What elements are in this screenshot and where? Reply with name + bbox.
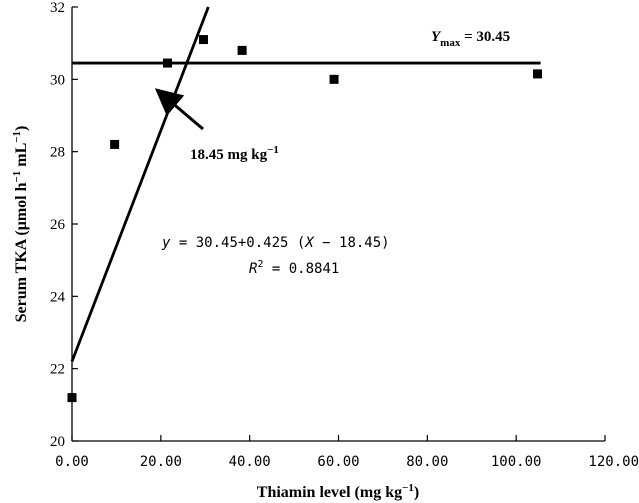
x-tick-label: 0.00 xyxy=(55,454,89,470)
x-axis-title-sup: −1 xyxy=(402,482,414,494)
y-axis-title-mid: mL xyxy=(13,143,30,171)
data-point xyxy=(329,74,339,84)
data-point xyxy=(110,139,120,149)
data-point xyxy=(162,58,172,68)
ymax-subscript: max xyxy=(440,37,461,49)
eq-body: = 30.45+0.425 ( xyxy=(170,235,305,251)
data-point xyxy=(237,45,247,55)
breakpoint-arrow xyxy=(154,88,204,131)
y-tick-label: 20 xyxy=(50,434,65,450)
data-point xyxy=(532,69,542,79)
r2-symbol: R xyxy=(249,261,257,277)
fit-lines xyxy=(70,6,541,362)
data-point xyxy=(67,393,77,403)
y-axis-title-text: Serum TKA (μmol h xyxy=(13,182,30,322)
x-axis-title: Thiamin level (mg kg−1) xyxy=(257,482,419,501)
y-tick-label: 26 xyxy=(50,217,66,233)
ymax-symbol: Y xyxy=(431,29,442,45)
data-point xyxy=(198,35,208,45)
y-tick-label: 32 xyxy=(50,0,65,16)
x-axis-ticks: 0.00 20.00 40.00 60.00 80.00 100.00 120.00 xyxy=(55,435,639,470)
data-points xyxy=(67,35,542,403)
breakpoint-label: 18.45 mg kg−1 xyxy=(190,144,279,163)
x-axis-title-end: ) xyxy=(414,484,419,501)
r2-value: = 0.8841 xyxy=(263,261,339,277)
x-tick-label: 80.00 xyxy=(406,454,448,470)
eq-y: y xyxy=(161,235,171,251)
ascending-fit-line xyxy=(70,6,210,362)
ymax-value: = 30.45 xyxy=(460,29,510,45)
breakpoint-superscript: −1 xyxy=(267,144,279,156)
x-tick-label: 60.00 xyxy=(317,454,359,470)
y-axis-title-end: ) xyxy=(13,126,30,131)
r-squared: R2 = 0.8841 xyxy=(249,259,339,277)
r2-superscript: 2 xyxy=(257,259,263,270)
y-tick-label: 30 xyxy=(50,72,65,88)
y-tick-label: 22 xyxy=(50,362,65,378)
y-axis-title-sup2: −1 xyxy=(11,131,23,143)
x-tick-label: 20.00 xyxy=(140,454,182,470)
y-axis-title: Serum TKA (μmol h−1 mL−1) xyxy=(11,126,30,323)
x-axis-title-text: Thiamin level (mg kg xyxy=(257,484,402,501)
regression-equation: y = 30.45+0.425 (X − 18.45) xyxy=(161,235,390,251)
ymax-annotation: Ymax = 30.45 xyxy=(431,29,510,49)
y-tick-label: 24 xyxy=(50,289,66,305)
y-axis-title-sup1: −1 xyxy=(11,171,23,183)
y-tick-label: 28 xyxy=(50,145,65,161)
y-axis-ticks: 20 22 24 26 28 30 32 xyxy=(50,0,78,450)
breakpoint-value: 18.45 mg kg xyxy=(190,147,268,163)
x-tick-label: 120.00 xyxy=(588,454,639,470)
eq-end: − 18.45) xyxy=(314,235,390,251)
x-tick-label: 100.00 xyxy=(491,454,542,470)
x-tick-label: 40.00 xyxy=(229,454,271,470)
eq-x: X xyxy=(304,235,315,251)
